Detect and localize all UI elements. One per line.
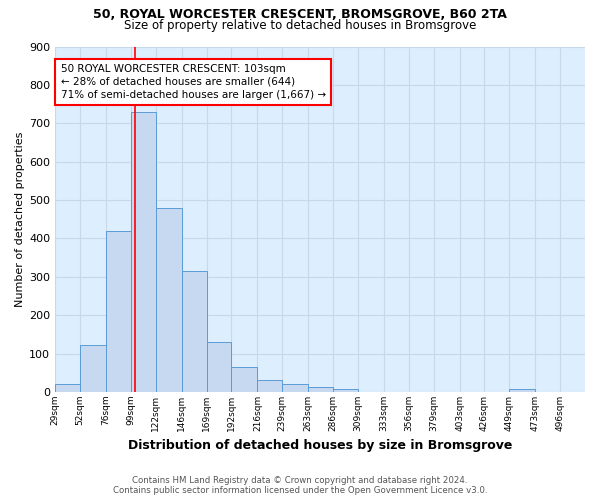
Text: 50 ROYAL WORCESTER CRESCENT: 103sqm
← 28% of detached houses are smaller (644)
7: 50 ROYAL WORCESTER CRESCENT: 103sqm ← 28… [61, 64, 326, 100]
Text: Size of property relative to detached houses in Bromsgrove: Size of property relative to detached ho… [124, 19, 476, 32]
Bar [257, 380, 282, 392]
Text: Contains HM Land Registry data © Crown copyright and database right 2024.
Contai: Contains HM Land Registry data © Crown c… [113, 476, 487, 495]
Text: 50, ROYAL WORCESTER CRESCENT, BROMSGROVE, B60 2TA: 50, ROYAL WORCESTER CRESCENT, BROMSGROVE… [93, 8, 507, 20]
Bar [80, 345, 106, 392]
Bar [232, 367, 257, 392]
Bar [182, 271, 206, 392]
Bar [282, 384, 308, 392]
Bar [106, 231, 131, 392]
Bar [55, 384, 80, 392]
Bar [156, 208, 182, 392]
Bar [131, 112, 156, 392]
Bar [206, 342, 232, 392]
X-axis label: Distribution of detached houses by size in Bromsgrove: Distribution of detached houses by size … [128, 440, 512, 452]
Y-axis label: Number of detached properties: Number of detached properties [15, 132, 25, 307]
Bar [509, 389, 535, 392]
Bar [308, 388, 333, 392]
Bar [333, 389, 358, 392]
